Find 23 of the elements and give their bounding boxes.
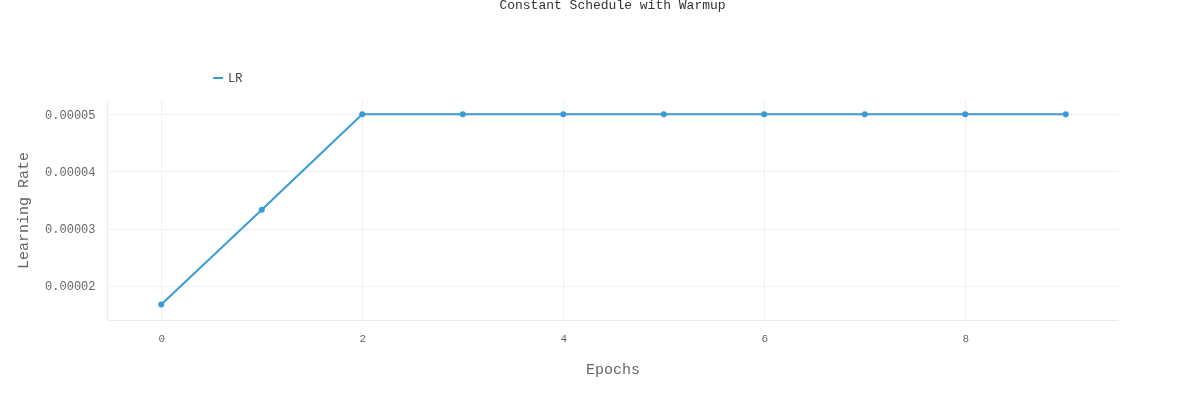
y-tick-label: 0.00004 <box>45 165 96 180</box>
x-tick-label: 4 <box>560 332 568 345</box>
x-tick-label: 0 <box>158 332 166 345</box>
point <box>258 206 265 213</box>
point <box>560 111 567 118</box>
point <box>459 111 466 118</box>
point <box>761 111 768 118</box>
y-tick-label: 0.00005 <box>45 108 96 123</box>
x-tick-label: 8 <box>962 332 970 345</box>
y-axis-title: Learning Rate <box>16 151 34 270</box>
y-tick-label: 0.00003 <box>45 223 96 238</box>
point <box>359 111 366 118</box>
x-axis-title: Epochs <box>585 361 641 379</box>
x-tick-label: 2 <box>359 332 367 345</box>
y-tick-label: 0.00002 <box>45 280 96 295</box>
point <box>962 111 969 118</box>
point <box>1062 111 1069 118</box>
chart-title: Constant Schedule with Warmup <box>499 0 726 13</box>
legend-label: LR <box>228 72 243 86</box>
x-tick-label: 6 <box>761 332 769 345</box>
point <box>660 111 667 118</box>
point <box>861 111 868 118</box>
point <box>158 301 165 308</box>
